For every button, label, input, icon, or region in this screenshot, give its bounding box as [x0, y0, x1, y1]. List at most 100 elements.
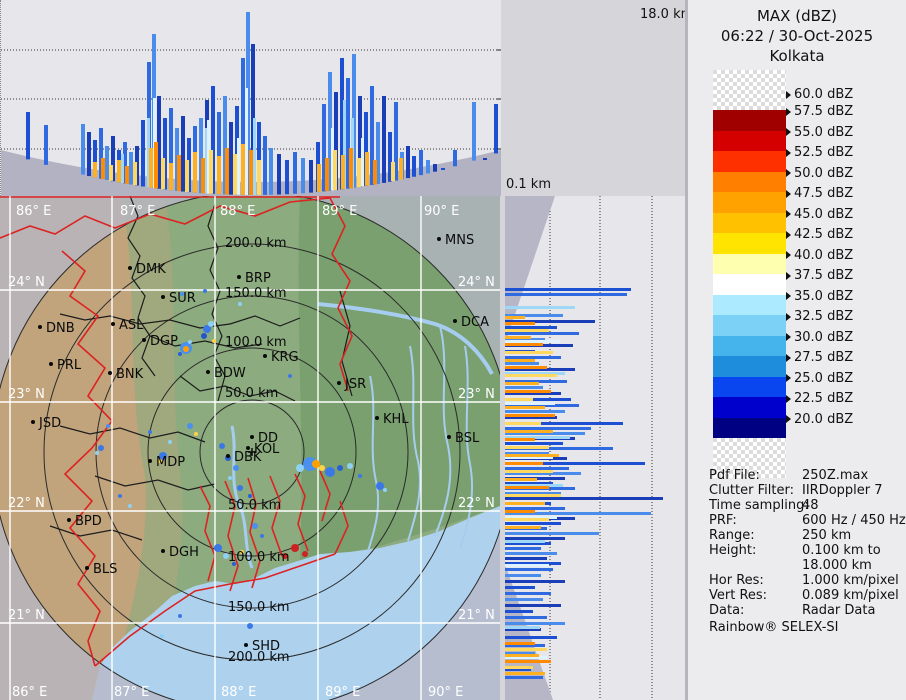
radar-echo [223, 553, 229, 559]
city-marker-dot [375, 416, 379, 420]
ns-height-profile-panel[interactable] [0, 0, 501, 196]
city-label: SUR [169, 291, 196, 306]
tick-arrow-icon [786, 353, 791, 362]
meta-row: Height: 0.100 km to [709, 543, 899, 558]
tick-arrow-icon [786, 210, 791, 218]
dbz-value-label: 45.0 dBZ [794, 206, 854, 222]
dbz-color-band [713, 151, 786, 172]
radar-echo [158, 459, 162, 463]
range-ring-label: 200.0 km [228, 650, 290, 665]
city-marker-dot [128, 266, 132, 270]
radar-echo [358, 474, 362, 478]
longitude-label: 87° E [114, 685, 149, 700]
meta-label: Hor Res: [709, 573, 764, 588]
city-marker-dot [206, 370, 210, 374]
radar-echo [212, 339, 216, 343]
radar-echo [291, 544, 299, 552]
dbz-color-band [713, 438, 786, 478]
dbz-scale-label: 50.0 dBZ [786, 166, 853, 181]
radar-echo [319, 465, 325, 471]
meta-label: Height: [709, 543, 757, 558]
meta-row: Pdf File: 250Z.max [709, 468, 899, 483]
radar-echo [168, 440, 172, 444]
radar-echo [296, 464, 304, 472]
radar-echo [288, 374, 292, 378]
radar-map-view[interactable]: 86° E 86° E 87° E 87° E 88° E 88° E 89° E 89° E… [0, 196, 500, 700]
dbz-scale-label: 57.5 dBZ [786, 104, 853, 119]
dbz-color-band [713, 253, 786, 274]
ew-height-profile-panel[interactable] [505, 196, 685, 700]
city-label: DGP [150, 334, 178, 349]
dbz-scale-label: 22.5 dBZ [786, 391, 853, 406]
radar-echo [312, 460, 320, 468]
dbz-value-label: 57.5 dBZ [794, 104, 854, 119]
radar-echo [208, 321, 214, 327]
tick-arrow-icon [786, 128, 791, 136]
meta-label: Data: [709, 603, 745, 618]
dbz-scale-label: 37.5 dBZ [786, 268, 853, 283]
meta-value: 0.089 km/pixel [802, 588, 899, 603]
meta-label: Pdf File: [709, 468, 760, 483]
dbz-value-label: 35.0 dBZ [794, 288, 854, 304]
city-label: BRP [245, 271, 271, 286]
dbz-scale-label: 35.0 dBZ [786, 289, 853, 304]
city-label: DD [258, 431, 278, 446]
radar-echo [160, 634, 164, 638]
longitude-label: 86° E [16, 204, 51, 219]
dbz-color-band [713, 171, 786, 192]
meta-label: Clutter Filter: [709, 483, 794, 498]
dbz-value-label: 30.0 dBZ [794, 329, 854, 345]
dbz-scale-label: 60.0 dBZ [786, 87, 853, 102]
meta-value: 250Z.max [802, 468, 869, 483]
city-label: KHL [383, 412, 409, 427]
longitude-label: 86° E [12, 685, 47, 700]
city-marker-dot [250, 435, 254, 439]
radar-echo [282, 553, 288, 559]
tick-arrow-icon [786, 415, 791, 423]
dbz-value-label: 25.0 dBZ [794, 370, 854, 386]
radar-echo [148, 430, 152, 434]
longitude-label: 90° E [428, 685, 463, 700]
ew-profile-canvas [505, 196, 663, 700]
dbz-value-label: 20.0 dBZ [794, 411, 854, 427]
dbz-scale-label: 27.5 dBZ [786, 350, 853, 365]
meta-label: PRF: [709, 513, 737, 528]
city-label: SHD [252, 639, 280, 654]
radar-echo [233, 465, 239, 471]
longitude-label: 89° E [325, 685, 360, 700]
latitude-label: 21° N [458, 608, 495, 623]
range-ring-label: 150.0 km [225, 286, 287, 301]
radar-echo [95, 451, 99, 455]
tick-arrow-icon [786, 374, 791, 382]
range-ring-label: 150.0 km [228, 600, 290, 615]
city-label: MDP [156, 455, 185, 470]
dbz-color-band [713, 376, 786, 397]
dbz-value-label: 47.5 dBZ [794, 186, 854, 201]
meta-value: 1.000 km/pixel [802, 573, 899, 588]
tick-arrow-icon [786, 230, 791, 239]
product-title: MAX (dBZ) [756, 7, 838, 25]
tick-arrow-icon [786, 90, 791, 99]
city-marker-dot [437, 237, 441, 241]
dbz-value-label: 27.5 dBZ [794, 350, 854, 365]
tick-arrow-icon [786, 292, 791, 300]
city-label: DGH [169, 545, 199, 560]
radar-echo [188, 340, 192, 344]
city-marker-dot [142, 338, 146, 342]
radar-echo [178, 352, 182, 356]
radar-echo [183, 346, 189, 352]
longitude-label: 90° E [424, 204, 459, 219]
radar-echo [194, 432, 198, 436]
meta-value: Radar Data [802, 603, 876, 618]
city-label: KOL [254, 442, 280, 457]
meta-label: Range: [709, 528, 755, 543]
meta-row: Data: Radar Data [709, 603, 899, 618]
dbz-color-band [713, 192, 786, 213]
tick-arrow-icon [786, 148, 791, 157]
city-marker-dot [49, 362, 53, 366]
meta-row: 18.000 km [709, 558, 899, 573]
radar-echo [383, 488, 387, 492]
meta-value: 0.100 km to [802, 543, 881, 558]
radar-echo [118, 494, 122, 498]
